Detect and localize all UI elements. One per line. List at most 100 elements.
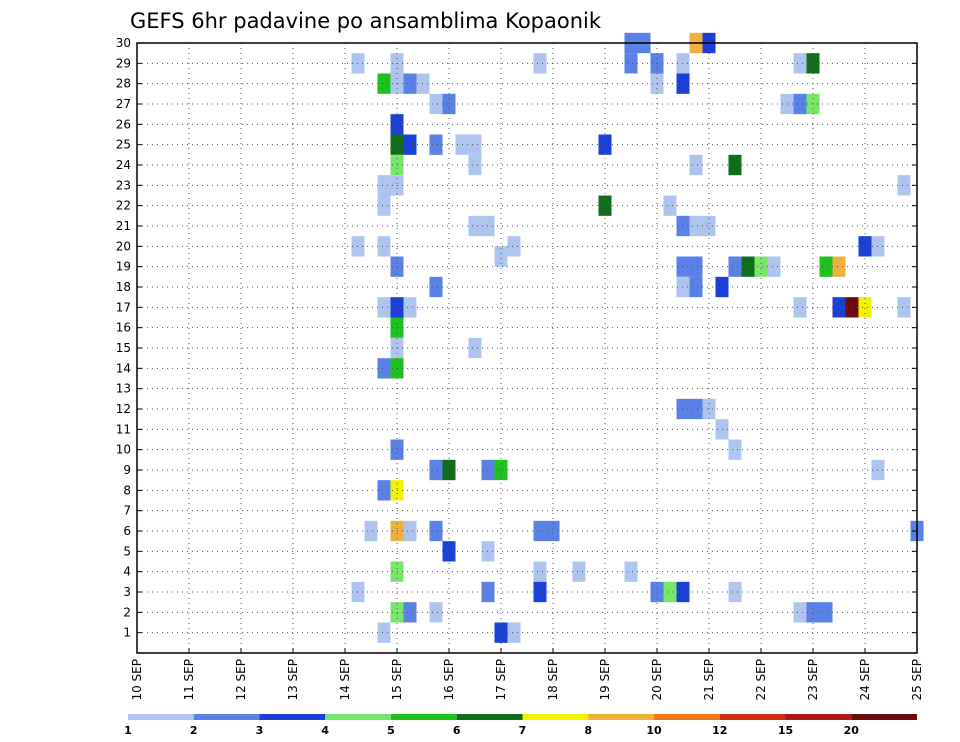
heatmap-cell (689, 154, 703, 176)
heatmap-cell (377, 480, 391, 501)
heatmap-cell (442, 459, 456, 481)
y-tick-label: 13 (116, 382, 131, 396)
heatmap-cell (494, 246, 508, 267)
heatmap-cell (689, 398, 703, 420)
y-tick-label: 29 (116, 56, 131, 70)
heatmap-cell (403, 134, 417, 155)
heatmap-cell (832, 297, 846, 318)
colorbar-swatch (522, 714, 589, 720)
heatmap-cell (377, 195, 391, 216)
y-tick-label: 2 (123, 605, 131, 619)
colorbar-label: 10 (646, 724, 662, 737)
y-tick-label: 25 (116, 138, 131, 152)
colorbar-swatch (128, 714, 194, 720)
heatmap-cell (793, 93, 807, 115)
heatmap-cell (377, 622, 391, 643)
colorbar-swatch (588, 714, 654, 720)
x-tick-label: 15 SEP (390, 659, 404, 701)
heatmap-cell (403, 602, 417, 623)
y-tick-label: 5 (123, 544, 131, 558)
heatmap-cell (689, 215, 703, 237)
y-tick-label: 24 (116, 158, 131, 172)
y-tick-label: 9 (123, 463, 131, 477)
heatmap-cell (468, 215, 482, 237)
colorbar-label: 6 (453, 724, 461, 737)
y-tick-label: 11 (116, 422, 131, 436)
colorbar-label: 4 (321, 724, 329, 737)
x-tick-label: 22 SEP (754, 659, 768, 701)
y-tick-label: 21 (116, 219, 131, 233)
colorbar-swatch (325, 714, 391, 720)
y-tick-label: 15 (116, 341, 131, 355)
colorbar-label: 2 (190, 724, 198, 737)
colorbar-label: 8 (584, 724, 592, 737)
y-tick-label: 3 (123, 585, 131, 599)
heatmap-cell (624, 561, 638, 582)
y-tick-label: 26 (116, 117, 131, 131)
x-tick-label: 14 SEP (338, 659, 352, 701)
heatmap-cell (819, 256, 833, 277)
heatmap-cell (767, 256, 781, 277)
heatmap-cell (364, 520, 378, 542)
y-tick-label: 10 (116, 443, 131, 457)
heatmap-cell (793, 602, 807, 623)
heatmap-cell (429, 93, 443, 115)
heatmap-cell (754, 256, 768, 277)
y-tick-label: 7 (123, 504, 131, 518)
heatmap-cell (897, 175, 911, 196)
heatmap-cell (533, 53, 547, 74)
heatmap-cell (377, 297, 391, 318)
colorbar-legend: 1 2 3 4 5 6 7 8 10 12 15 20 (124, 714, 917, 737)
x-tick-label: 13 SEP (286, 659, 300, 701)
heatmap-cell (728, 256, 742, 277)
heatmap-cell (598, 195, 612, 216)
y-tick-label: 8 (123, 483, 131, 497)
heatmap-cell (468, 337, 482, 359)
colorbar-label: 20 (844, 724, 860, 737)
x-tick-label: 18 SEP (546, 659, 560, 701)
heatmap-cell (468, 134, 482, 155)
heatmap-cell (429, 276, 443, 298)
heatmap-cell (468, 154, 482, 176)
y-tick-label: 30 (116, 36, 131, 50)
heatmap-cell (429, 459, 443, 481)
x-tick-label: 19 SEP (598, 659, 612, 701)
colorbar-swatch (654, 714, 720, 720)
y-tick-label: 19 (116, 260, 131, 274)
heatmap-cell (442, 541, 456, 562)
y-tick-label: 28 (116, 77, 131, 91)
chart-title: GEFS 6hr padavine po ansamblima Kopaonik (130, 9, 602, 33)
x-tick-label: 10 SEP (130, 659, 144, 701)
heatmap-cell (897, 297, 911, 318)
colorbar-swatch (851, 714, 917, 720)
heatmap-cell (533, 581, 547, 603)
colorbar-swatch (785, 714, 852, 720)
colorbar-swatch (259, 714, 326, 720)
y-tick-label: 22 (116, 199, 131, 213)
heatmap-cell (689, 256, 703, 277)
heatmap-cell (507, 622, 521, 643)
heatmap-cell (403, 73, 417, 94)
heatmap-cell (507, 236, 521, 257)
y-tick-label: 20 (116, 239, 131, 253)
colorbar-swatch (456, 714, 523, 720)
heatmap-cell (494, 622, 508, 643)
heatmap-cell (403, 297, 417, 318)
heatmap-cell (858, 297, 872, 318)
heatmap-cell (429, 520, 443, 542)
colorbar-label: 15 (778, 724, 793, 737)
x-tick-label: 23 SEP (806, 659, 820, 701)
y-tick-label: 16 (116, 321, 131, 335)
heatmap-cell (533, 520, 547, 542)
x-tick-label: 12 SEP (234, 659, 248, 701)
x-tick-label: 16 SEP (442, 659, 456, 701)
colorbar-label: 1 (124, 724, 132, 737)
heatmap-cell (403, 520, 417, 542)
y-tick-label: 23 (116, 178, 131, 192)
x-tick-label: 20 SEP (650, 659, 664, 701)
colorbar-label: 5 (387, 724, 395, 737)
heatmap-cell (728, 154, 742, 176)
x-tick-label: 17 SEP (494, 659, 508, 701)
heatmap-cell (819, 602, 833, 623)
